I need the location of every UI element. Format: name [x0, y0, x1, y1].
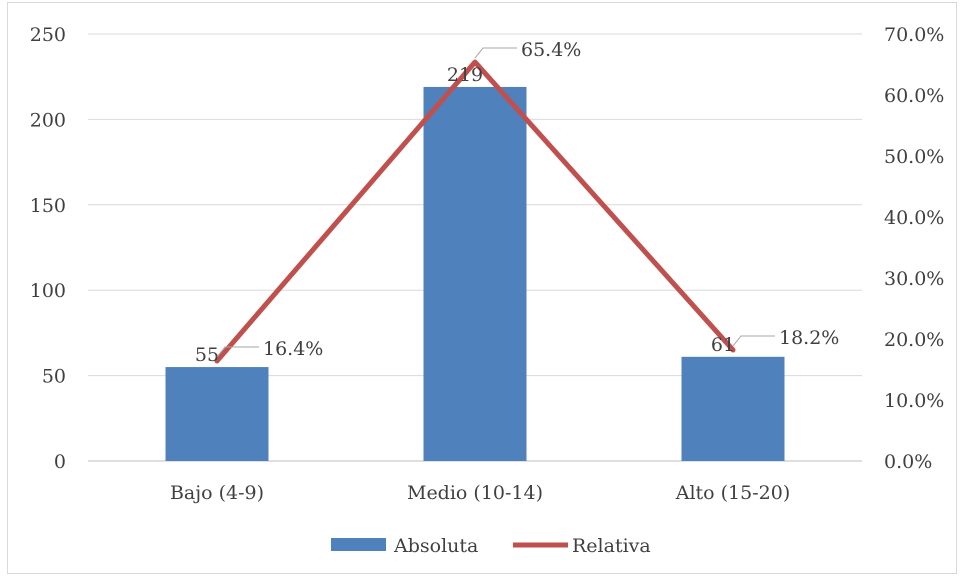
right-axis-tick-label: 70.0% — [884, 24, 944, 46]
leader-line — [474, 47, 517, 59]
right-axis-tick-label: 20.0% — [884, 329, 944, 351]
leader-line — [732, 335, 775, 347]
line-value-label: 18.2% — [779, 327, 839, 349]
right-axis-tick-label: 30.0% — [884, 268, 944, 290]
legend: Absoluta Relativa — [331, 535, 651, 557]
legend-label-relativa: Relativa — [572, 535, 651, 557]
line-series — [214, 59, 736, 364]
bar — [423, 86, 527, 461]
legend-label-absoluta: Absoluta — [393, 535, 478, 557]
bar-value-label: 55 — [195, 344, 219, 366]
category-label: Alto (15-20) — [675, 482, 791, 504]
bar-series — [165, 86, 785, 461]
leader-line — [216, 346, 259, 358]
bar — [165, 367, 269, 461]
bar-value-label: 219 — [447, 64, 483, 86]
left-axis-tick-label: 100 — [30, 280, 66, 302]
x-axis: Bajo (4-9) Medio (10-14) Alto (15-20) — [170, 482, 790, 504]
legend-swatch-absoluta — [331, 538, 386, 551]
data-labels: 55 219 61 16.4% 65.4% 18.2% — [195, 39, 839, 366]
right-axis-tick-label: 50.0% — [884, 146, 944, 168]
category-label: Medio (10-14) — [407, 482, 543, 504]
right-axis-tick-label: 40.0% — [884, 207, 944, 229]
right-axis-tick-label: 10.0% — [884, 390, 944, 412]
category-label: Bajo (4-9) — [170, 482, 264, 504]
line-value-label: 16.4% — [263, 338, 323, 360]
left-axis-tick-label: 0 — [54, 451, 66, 473]
left-axis-tick-label: 50 — [42, 366, 66, 388]
left-axis-tick-label: 250 — [30, 24, 66, 46]
bar — [681, 356, 785, 461]
left-axis-tick-label: 150 — [30, 195, 66, 217]
left-axis: 0 50 100 150 200 250 — [30, 24, 66, 473]
right-axis: 0.0% 10.0% 20.0% 30.0% 40.0% 50.0% 60.0% 70.0% — [884, 24, 944, 473]
right-axis-tick-label: 60.0% — [884, 85, 944, 107]
left-axis-tick-label: 200 — [30, 109, 66, 131]
line-value-label: 65.4% — [521, 39, 581, 61]
bar-value-label: 61 — [711, 334, 735, 356]
right-axis-tick-label: 0.0% — [884, 451, 932, 473]
